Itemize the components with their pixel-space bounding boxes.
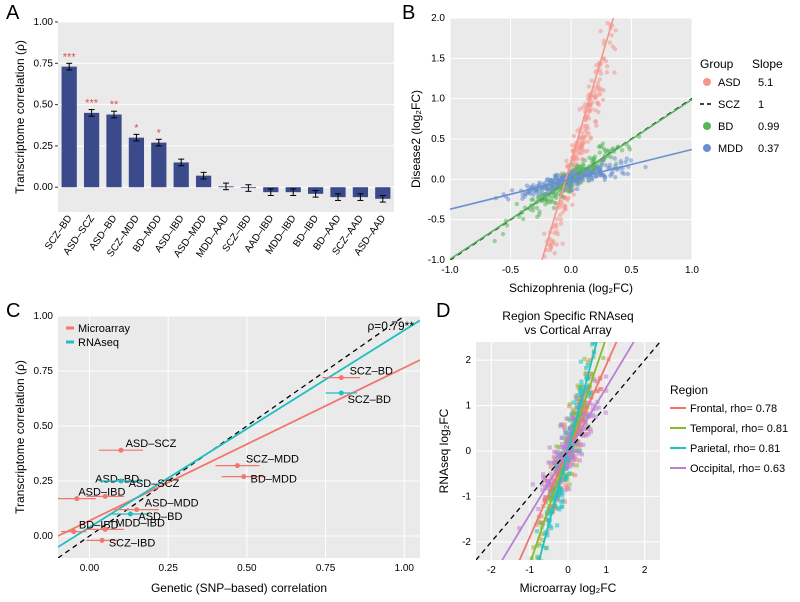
svg-text:-2: -2 (462, 537, 471, 548)
svg-text:Group: Group (700, 57, 734, 71)
svg-text:SCZ–MDD: SCZ–MDD (246, 454, 299, 466)
svg-text:RNAseq: RNAseq (78, 337, 119, 349)
svg-text:-1.0: -1.0 (441, 265, 459, 276)
svg-text:SCZ–IBD: SCZ–IBD (109, 537, 156, 549)
svg-text:1: 1 (604, 565, 610, 576)
svg-text:0.50: 0.50 (34, 421, 54, 432)
svg-text:Parietal, rho= 0.81: Parietal, rho= 0.81 (690, 443, 780, 455)
svg-text:0.0: 0.0 (431, 174, 445, 185)
svg-text:0.75: 0.75 (316, 563, 336, 574)
svg-text:-1: -1 (462, 491, 471, 502)
svg-text:0.50: 0.50 (237, 563, 257, 574)
svg-text:1: 1 (465, 401, 471, 412)
svg-text:2: 2 (642, 565, 648, 576)
sig-star: ** (110, 99, 119, 111)
svg-text:Occipital, rho= 0.63: Occipital, rho= 0.63 (690, 463, 785, 475)
svg-text:2.0: 2.0 (431, 13, 445, 24)
svg-text:Region Specific RNAseq: Region Specific RNAseq (502, 309, 633, 323)
svg-text:1.5: 1.5 (431, 53, 445, 64)
svg-text:ASD–SCZ: ASD–SCZ (126, 438, 177, 450)
panel-a-barchart: 0.000.250.500.751.00***SCZ–BD***ASD–SCZ*… (10, 8, 400, 298)
svg-text:MDD: MDD (718, 143, 743, 155)
svg-text:vs Cortical Array: vs Cortical Array (524, 323, 611, 337)
svg-text:Genetic (SNP–based) correlatio: Genetic (SNP–based) correlation (151, 581, 327, 595)
svg-text:0.99: 0.99 (758, 121, 779, 133)
svg-text:-0.5: -0.5 (428, 215, 446, 226)
svg-text:0.00: 0.00 (34, 182, 54, 193)
svg-text:Transcriptome correlation (ρ): Transcriptome correlation (ρ) (13, 40, 27, 194)
svg-text:-0.5: -0.5 (502, 265, 520, 276)
panel-d-scatter: -2 -1 0 1 2 -2 -1 0 1 2 Region Specific RNAseqvs C… (436, 306, 798, 598)
svg-text:1.00: 1.00 (34, 311, 54, 322)
svg-text:SCZ: SCZ (718, 99, 740, 111)
svg-text:1.0: 1.0 (685, 265, 699, 276)
svg-text:Disease2 (log₂FC): Disease2 (log₂FC) (409, 90, 423, 188)
svg-text:ASD–MDD: ASD–MDD (145, 498, 199, 510)
svg-text:0.00: 0.00 (80, 563, 100, 574)
sig-star: * (157, 127, 162, 139)
svg-text:Slope: Slope (752, 57, 783, 71)
svg-text:-2: -2 (487, 565, 496, 576)
svg-text:Region: Region (670, 383, 708, 397)
svg-text:ρ=0.79**: ρ=0.79** (367, 319, 414, 333)
svg-text:0.5: 0.5 (431, 134, 445, 145)
svg-text:Frontal, rho= 0.78: Frontal, rho= 0.78 (690, 403, 777, 415)
svg-text:-1: -1 (525, 565, 534, 576)
sig-star: *** (85, 98, 99, 110)
svg-text:1: 1 (758, 99, 764, 111)
svg-text:Microarray log₂FC: Microarray log₂FC (520, 581, 617, 595)
svg-text:1.00: 1.00 (395, 563, 415, 574)
svg-text:0.0: 0.0 (564, 265, 578, 276)
svg-text:0.75: 0.75 (34, 58, 54, 69)
svg-text:1.00: 1.00 (34, 17, 54, 28)
svg-text:0.75: 0.75 (34, 366, 54, 377)
svg-text:1.0: 1.0 (431, 94, 445, 105)
svg-text:5.1: 5.1 (758, 77, 773, 89)
svg-text:BD–MDD: BD–MDD (250, 474, 297, 486)
svg-text:ASD: ASD (718, 77, 741, 89)
svg-text:0: 0 (565, 565, 571, 576)
svg-text:0.25: 0.25 (158, 563, 178, 574)
svg-text:Temporal, rho= 0.81: Temporal, rho= 0.81 (690, 423, 788, 435)
sig-star: *** (63, 51, 77, 63)
svg-text:ASD–BD: ASD–BD (138, 511, 182, 523)
svg-text:ASD–SCZ: ASD–SCZ (129, 478, 180, 490)
svg-text:Schizophrenia (log₂FC): Schizophrenia (log₂FC) (509, 281, 633, 295)
sig-star: * (134, 122, 139, 134)
svg-text:BD: BD (718, 121, 733, 133)
svg-text:0.00: 0.00 (34, 531, 54, 542)
svg-text:0: 0 (465, 446, 471, 457)
svg-text:Microarray: Microarray (78, 323, 130, 335)
svg-text:2: 2 (465, 355, 471, 366)
svg-text:0.50: 0.50 (34, 100, 54, 111)
svg-text:SCZ–BD: SCZ–BD (350, 366, 393, 378)
svg-text:0.37: 0.37 (758, 143, 779, 155)
svg-text:SCZ–BD: SCZ–BD (348, 394, 391, 406)
panel-b-scatter: -1.0 -0.5 0.0 0.5 1.0 -1.0 -0.5 0.0 0.5 1.0 1.5 2.0… (406, 8, 800, 298)
svg-text:0.25: 0.25 (34, 476, 54, 487)
svg-text:0.25: 0.25 (34, 141, 54, 152)
svg-text:-1.0: -1.0 (428, 255, 446, 266)
svg-text:Transcriptome correlation (ρ): Transcriptome correlation (ρ) (13, 360, 27, 514)
svg-text:0.5: 0.5 (625, 265, 639, 276)
panel-c-scatter: 0.00 0.25 0.50 0.75 1.00 0.00 0.25 0.50 0.75 1.00… (10, 306, 430, 598)
svg-text:RNAseq log₂FC: RNAseq log₂FC (437, 408, 451, 493)
